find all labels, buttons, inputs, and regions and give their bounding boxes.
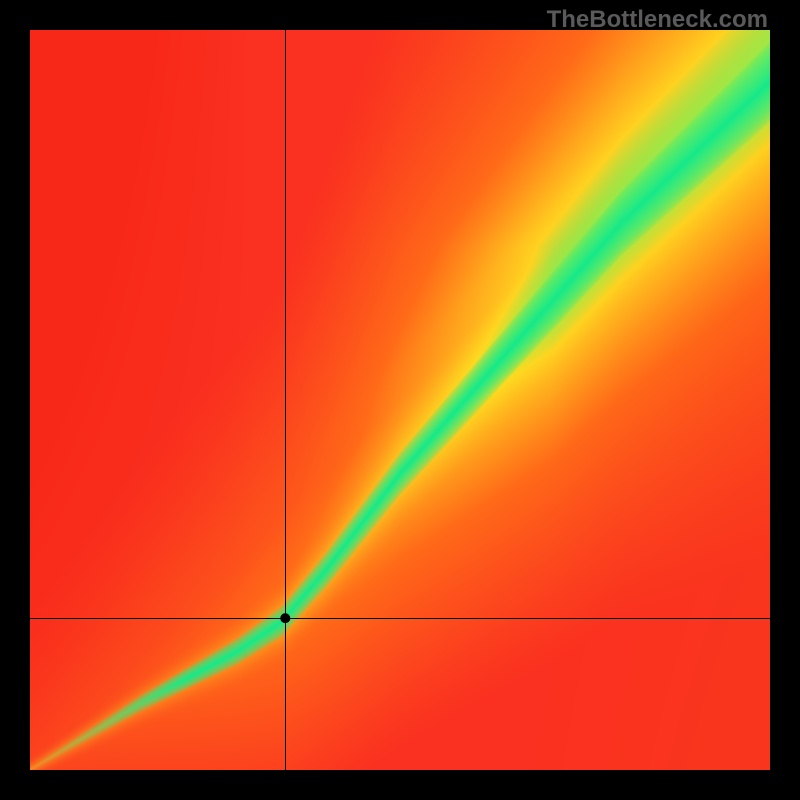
bottleneck-heatmap	[0, 0, 800, 800]
figure-root: TheBottleneck.com	[0, 0, 800, 800]
watermark-text: TheBottleneck.com	[547, 6, 768, 34]
